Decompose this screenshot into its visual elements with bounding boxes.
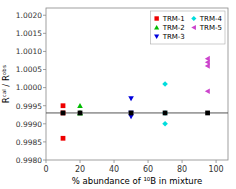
y-tick bbox=[43, 15, 46, 16]
point bbox=[77, 103, 83, 108]
y-tick bbox=[43, 51, 46, 52]
y-tick-label: 1.0010 bbox=[16, 47, 42, 56]
point bbox=[61, 111, 66, 116]
y-tick bbox=[43, 33, 46, 34]
reference-point bbox=[61, 111, 66, 116]
x-tick-label: 80 bbox=[177, 165, 187, 174]
x-axis-label: % abundance of ¹⁰B in mixture bbox=[72, 176, 202, 186]
point bbox=[162, 110, 168, 116]
y-tick-label: 1.0015 bbox=[16, 29, 42, 38]
point bbox=[205, 63, 210, 69]
plot-frame bbox=[46, 8, 228, 160]
legend-label: TRM-2 bbox=[162, 24, 185, 32]
reference-point bbox=[205, 111, 210, 116]
plot-marks bbox=[46, 56, 228, 141]
y-tick bbox=[43, 160, 46, 161]
x-tick bbox=[182, 160, 183, 163]
point bbox=[77, 110, 83, 115]
x-tick bbox=[46, 160, 47, 163]
reference-point bbox=[129, 111, 134, 116]
point bbox=[162, 121, 168, 127]
x-tick-label: 100 bbox=[208, 165, 223, 174]
x-tick bbox=[148, 160, 149, 163]
legend-label: TRM-5 bbox=[199, 24, 222, 32]
point bbox=[128, 96, 134, 101]
point bbox=[61, 136, 66, 141]
point bbox=[205, 88, 210, 94]
point bbox=[77, 110, 83, 115]
chart: 0 20 40 60 80 100 0.9980 0.9985 0.9990 0.9995 1.00… bbox=[0, 0, 236, 189]
legend: TRM-1TRM-2TRM-3 TRM-4TRM-5 bbox=[151, 11, 225, 44]
y-tick bbox=[43, 141, 46, 142]
x-tick-label: 20 bbox=[75, 165, 85, 174]
x-tick bbox=[114, 160, 115, 163]
y-tick bbox=[43, 69, 46, 70]
y-tick-label: 1.0000 bbox=[16, 83, 42, 92]
x-tick bbox=[80, 160, 81, 163]
legend-marker bbox=[154, 34, 159, 39]
legend-label: TRM-1 bbox=[162, 15, 185, 23]
legend-marker bbox=[191, 16, 196, 21]
legend-marker bbox=[191, 25, 196, 30]
reference-point bbox=[163, 111, 168, 116]
y-tick-label: 0.9980 bbox=[16, 156, 42, 165]
x-tick bbox=[216, 160, 217, 163]
point bbox=[162, 81, 168, 87]
x-tick-label: 60 bbox=[143, 165, 153, 174]
legend-label: TRM-3 bbox=[162, 33, 185, 41]
y-tick bbox=[43, 123, 46, 124]
y-tick-label: 1.0020 bbox=[16, 11, 42, 20]
point bbox=[128, 111, 134, 116]
y-tick-label: 0.9995 bbox=[16, 102, 42, 111]
legend-marker bbox=[154, 16, 158, 20]
y-tick bbox=[43, 105, 46, 106]
y-tick-label: 0.9985 bbox=[16, 138, 42, 147]
y-axis-label: Rᶜᵃˡ / Rᵒᵇˢ bbox=[1, 65, 11, 103]
x-tick-label: 0 bbox=[43, 165, 48, 174]
legend-marker bbox=[154, 25, 159, 30]
x-tick-label: 40 bbox=[109, 165, 119, 174]
point bbox=[61, 103, 66, 108]
reference-point bbox=[78, 111, 83, 116]
y-tick bbox=[43, 87, 46, 88]
legend-label: TRM-4 bbox=[199, 15, 223, 23]
legend-box bbox=[151, 11, 225, 44]
y-tick-label: 1.0005 bbox=[16, 65, 42, 74]
reference-line bbox=[46, 112, 228, 113]
y-tick-label: 0.9990 bbox=[16, 120, 42, 129]
